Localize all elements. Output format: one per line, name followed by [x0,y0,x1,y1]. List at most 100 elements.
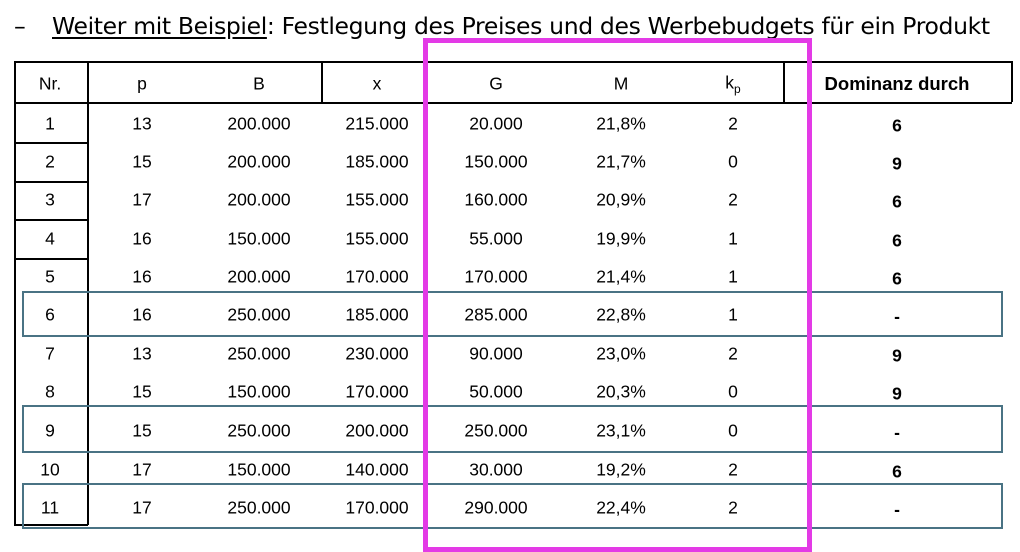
cell-b: 200.000 [227,266,291,287]
header-divider-b-x [321,61,323,102]
cell-m: 21,8% [596,113,646,134]
cell-dominanz: 6 [892,115,902,136]
cell-x: 155.000 [345,228,409,249]
cell-nr: 9 [45,420,55,441]
highlight-row-6 [22,291,1003,337]
cell-p: 16 [132,228,152,249]
header-nr: Nr. [38,73,62,94]
cell-dominanz: - [894,499,900,520]
cell-kp: 0 [728,151,738,172]
header-divider-kp-dom [783,61,785,102]
cell-p: 15 [132,381,152,402]
cell-nr: 6 [45,304,55,325]
cell-dominanz: 9 [892,153,902,174]
cell-b: 250.000 [227,304,291,325]
cell-kp: 1 [728,266,738,287]
cell-kp: 2 [728,459,738,480]
cell-m: 23,0% [596,343,646,364]
cell-nr: 7 [45,343,55,364]
cell-g: 30.000 [469,459,523,480]
nr-row-separator [14,219,88,221]
cell-p: 13 [132,343,152,364]
cell-b: 250.000 [227,497,291,518]
cell-nr: 11 [40,497,60,518]
cell-nr: 3 [45,189,55,210]
cell-dominanz: 9 [892,345,902,366]
cell-m: 23,1% [596,420,646,441]
cell-dominanz: 6 [892,191,902,212]
cell-p: 16 [132,266,152,287]
slide-heading: – Weiter mit Beispiel: Festlegung des Pre… [14,9,1018,43]
cell-kp: 0 [728,420,738,441]
cell-dominanz: - [894,422,900,443]
table-bottom-line [14,524,88,526]
cell-dominanz: 6 [892,461,902,482]
header-bottom-line [14,102,1012,104]
nr-row-separator [14,258,88,260]
cell-nr: 5 [45,266,55,287]
cell-b: 200.000 [227,113,291,134]
cell-kp: 1 [728,304,738,325]
cell-x: 140.000 [345,459,409,480]
cell-x: 185.000 [345,304,409,325]
cell-dominanz: 6 [892,230,902,251]
cell-b: 150.000 [227,459,291,480]
nr-row-separator [14,142,88,144]
cell-p: 15 [132,420,152,441]
cell-m: 22,8% [596,304,646,325]
heading-rest: : Festlegung des Preises und des Werbebu… [266,12,990,40]
cell-kp: 2 [728,497,738,518]
cell-kp: 2 [728,113,738,134]
cell-nr: 2 [45,151,55,172]
cell-dominanz: 6 [892,268,902,289]
cell-b: 250.000 [227,343,291,364]
highlight-objectives-columns [423,38,812,552]
cell-x: 170.000 [345,266,409,287]
cell-m: 21,4% [596,266,646,287]
cell-p: 17 [132,189,152,210]
cell-x: 200.000 [345,420,409,441]
cell-g: 250.000 [464,420,528,441]
header-right-line [1011,61,1013,102]
cell-x: 185.000 [345,151,409,172]
cell-g: 20.000 [469,113,523,134]
header-p: p [137,73,147,94]
header-x: x [372,73,382,94]
highlight-row-9 [22,405,1003,453]
heading-underlined: Weiter mit Beispiel [52,12,267,40]
cell-g: 150.000 [464,151,528,172]
bullet-dash: – [14,12,26,40]
cell-b: 150.000 [227,228,291,249]
cell-dominanz: 9 [892,383,902,404]
cell-g: 170.000 [464,266,528,287]
header-kp-sub: p [734,81,741,96]
cell-m: 19,2% [596,459,646,480]
table-top-line [14,61,1013,63]
cell-x: 170.000 [345,497,409,518]
cell-x: 230.000 [345,343,409,364]
cell-p: 17 [132,497,152,518]
cell-nr: 4 [45,228,55,249]
header-g: G [489,73,503,94]
cell-g: 50.000 [469,381,523,402]
cell-b: 200.000 [227,189,291,210]
cell-g: 290.000 [464,497,528,518]
header-kp: kp [725,72,740,96]
nr-column-line [87,61,89,525]
cell-b: 200.000 [227,151,291,172]
cell-x: 215.000 [345,113,409,134]
cell-g: 160.000 [464,189,528,210]
table-left-line [14,61,16,525]
header-kp-main: k [725,72,735,93]
highlight-row-11 [22,483,1003,529]
cell-b: 250.000 [227,420,291,441]
cell-p: 17 [132,459,152,480]
cell-kp: 1 [728,228,738,249]
cell-m: 19,9% [596,228,646,249]
cell-m: 22,4% [596,497,646,518]
cell-m: 20,9% [596,189,646,210]
cell-kp: 0 [728,381,738,402]
cell-g: 55.000 [469,228,523,249]
header-m: M [613,73,629,94]
